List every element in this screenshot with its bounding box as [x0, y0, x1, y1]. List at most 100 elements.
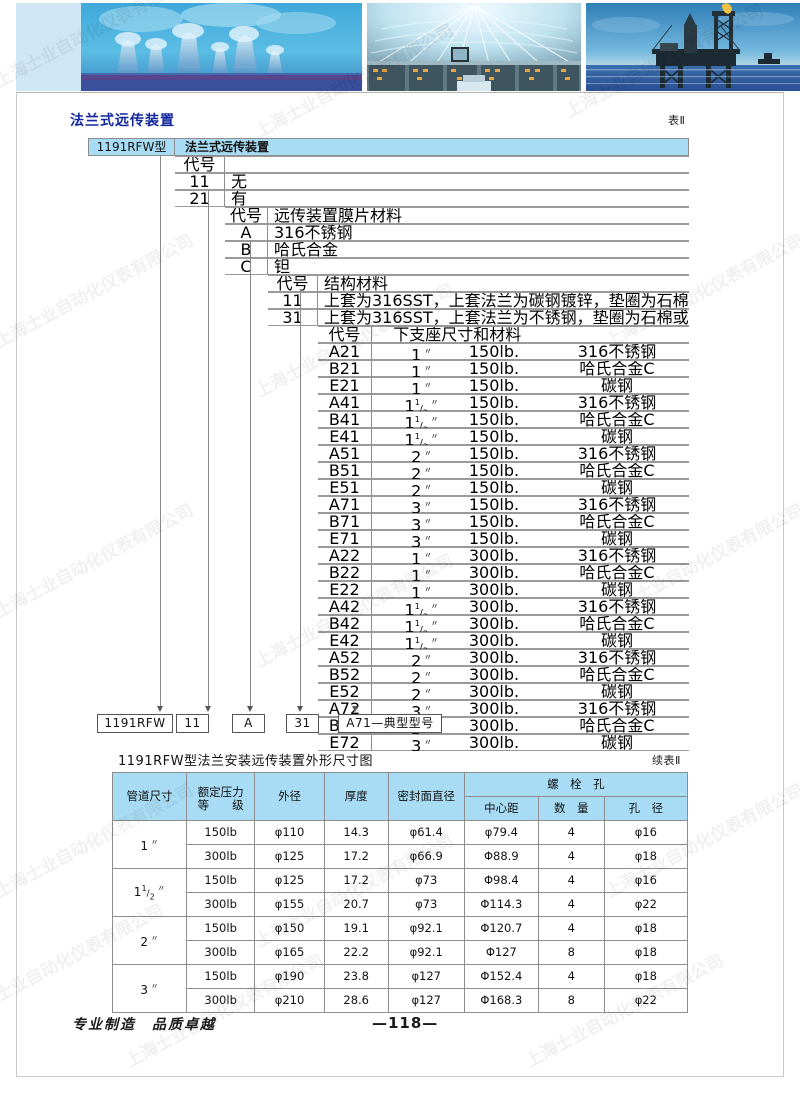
tree-row: 11 无 [175, 173, 689, 190]
cell-thickness: 17.2 [323, 868, 389, 893]
model-code-cell: 1191RFW型 [88, 138, 175, 156]
cell-pipe-size: 3 〃 [111, 964, 188, 1013]
pressure-rating-line2: 等 级 [197, 797, 244, 812]
support-row-rating: 150lb. [468, 361, 520, 377]
col-quantity: 数 量 [537, 796, 605, 821]
support-row-size: 3 〃 [411, 498, 432, 513]
support-row-material: 316不锈钢 [577, 497, 657, 513]
level-header-desc: 远传装置膜片材料 [274, 208, 403, 224]
support-row-rating: 150lb. [468, 514, 520, 530]
level-row-code: 11 [175, 174, 225, 190]
table-row: 300lb φ125 17.2 φ66.9 Φ88.9 4 φ18 [113, 844, 689, 869]
support-row-rating: 300lb. [468, 548, 520, 564]
cell-hole-dia: φ18 [603, 964, 689, 989]
tree-connector-arrow [205, 706, 211, 712]
support-row-rating: 300lb. [468, 701, 520, 717]
support-row-material: 碳钢 [600, 531, 633, 547]
cell-hole-dia: φ22 [603, 892, 689, 917]
level-row-desc: 上套为316SST，上套法兰为不锈钢，垫圈为石棉或氟橡胶 [324, 310, 689, 326]
tree-row: B41 11/2 〃 150lb. 哈氏合金C [318, 411, 689, 428]
support-row-code: A41 [318, 395, 372, 411]
cell-hole-dia: φ18 [603, 940, 689, 965]
level-header-desc: 结构材料 [324, 276, 389, 292]
support-row-code: A52 [318, 650, 372, 666]
cell-quantity: 4 [537, 820, 605, 845]
tree-row: B21 1 〃 150lb. 哈氏合金C [318, 360, 689, 377]
tree-row: A41 11/2 〃 150lb. 316不锈钢 [318, 394, 689, 411]
support-row-material: 316不锈钢 [577, 446, 657, 462]
support-row-code: A71 [318, 497, 372, 513]
support-row-size: 2 〃 [411, 481, 432, 496]
dimension-table-caption: 1191RFW型法兰安装远传装置外形尺寸图 [118, 754, 373, 769]
level-row-desc: 无 [231, 174, 248, 190]
level-header-code: 代号 [268, 276, 318, 292]
table-label-top: 表Ⅱ [668, 114, 686, 127]
table-row: 300lb φ165 22.2 φ92.1 Φ127 8 φ18 [113, 940, 689, 965]
support-row-material: 哈氏合金C [579, 667, 655, 683]
cell-center-dist: Φ120.7 [463, 916, 539, 941]
col-pressure-rating: 额定压力 等 级 [186, 772, 256, 821]
tree-row: B52 2 〃 300lb. 哈氏合金C [318, 666, 689, 683]
support-row-size: 1 〃 [411, 549, 432, 564]
tree-row: E72 3 〃 300lb. 碳钢 [318, 734, 689, 751]
cell-pipe-size: 1 〃 [111, 820, 188, 869]
cell-rating: 150lb [186, 868, 256, 893]
cell-thickness: 14.3 [323, 820, 389, 845]
cell-outer-dia: φ110 [254, 820, 325, 845]
tree-row: B22 1 〃 300lb. 哈氏合金C [318, 564, 689, 581]
tree-row: A 316不锈钢 [225, 224, 689, 241]
support-row-rating: 300lb. [468, 599, 520, 615]
support-row-size: 11/2 〃 [404, 600, 439, 615]
cell-center-dist: Φ88.9 [463, 844, 539, 869]
cell-seal-face-dia: φ73 [387, 892, 465, 917]
cell-rating: 300lb [186, 892, 256, 917]
cell-rating: 300lb [186, 988, 256, 1013]
support-row-code: E52 [318, 684, 372, 700]
support-row-rating: 150lb. [468, 446, 520, 462]
tree-row: A21 1 〃 150lb. 316不锈钢 [318, 343, 689, 360]
tree-connector-line [208, 190, 209, 707]
cell-thickness: 22.2 [323, 940, 389, 965]
level-row-code: A [225, 225, 268, 241]
tree-row: 代号 结构材料 [268, 275, 689, 292]
support-row-code: B22 [318, 565, 372, 581]
support-row-size: 3 〃 [411, 702, 432, 717]
col-outer-dia: 外径 [254, 772, 325, 821]
tree-row: A72 3 〃 300lb. 316不锈钢 [318, 700, 689, 717]
cell-center-dist: Φ98.4 [463, 868, 539, 893]
level-row-desc: 有 [231, 191, 248, 207]
tree-row: 21 有 [175, 190, 689, 207]
tree-connector-line [250, 241, 251, 707]
cell-hole-dia: φ18 [603, 916, 689, 941]
col-pipe-size: 管道尺寸 [111, 772, 188, 821]
support-row-rating: 300lb. [468, 565, 520, 581]
cell-hole-dia: φ16 [603, 868, 689, 893]
support-row-rating: 300lb. [468, 616, 520, 632]
table-label-continued: 续表Ⅱ [652, 754, 681, 767]
support-row-rating: 150lb. [468, 378, 520, 394]
level-row-desc: 钽 [274, 259, 291, 275]
support-row-size: 2 〃 [411, 447, 432, 462]
support-row-code: A42 [318, 599, 372, 615]
support-row-size: 3 〃 [411, 736, 432, 751]
tree-row: A52 2 〃 300lb. 316不锈钢 [318, 649, 689, 666]
support-row-material: 碳钢 [600, 735, 633, 751]
level-row-desc: 哈氏合金 [274, 242, 339, 258]
support-row-size: 11/2 〃 [404, 413, 439, 428]
level-row-desc: 316不锈钢 [274, 225, 353, 241]
support-row-code: E71 [318, 531, 372, 547]
cell-thickness: 17.2 [323, 844, 389, 869]
support-row-rating: 150lb. [468, 480, 520, 496]
tree-row: A42 11/2 〃 300lb. 316不锈钢 [318, 598, 689, 615]
level-row-code: C [225, 259, 268, 275]
support-row-material: 哈氏合金C [579, 463, 655, 479]
cell-center-dist: Φ152.4 [463, 964, 539, 989]
tree-connector-line [300, 292, 301, 707]
cell-outer-dia: φ165 [254, 940, 325, 965]
dimension-table-head: 管道尺寸 额定压力 等 级 外径 厚度 密封面直径 螺 栓 孔 中心距 数 量 … [111, 772, 689, 821]
example-code-box-1: 1191RFW [97, 714, 173, 733]
cell-quantity: 4 [537, 868, 605, 893]
support-row-rating: 150lb. [468, 412, 520, 428]
level-row-code: 21 [175, 191, 225, 207]
cell-rating: 150lb [186, 964, 256, 989]
